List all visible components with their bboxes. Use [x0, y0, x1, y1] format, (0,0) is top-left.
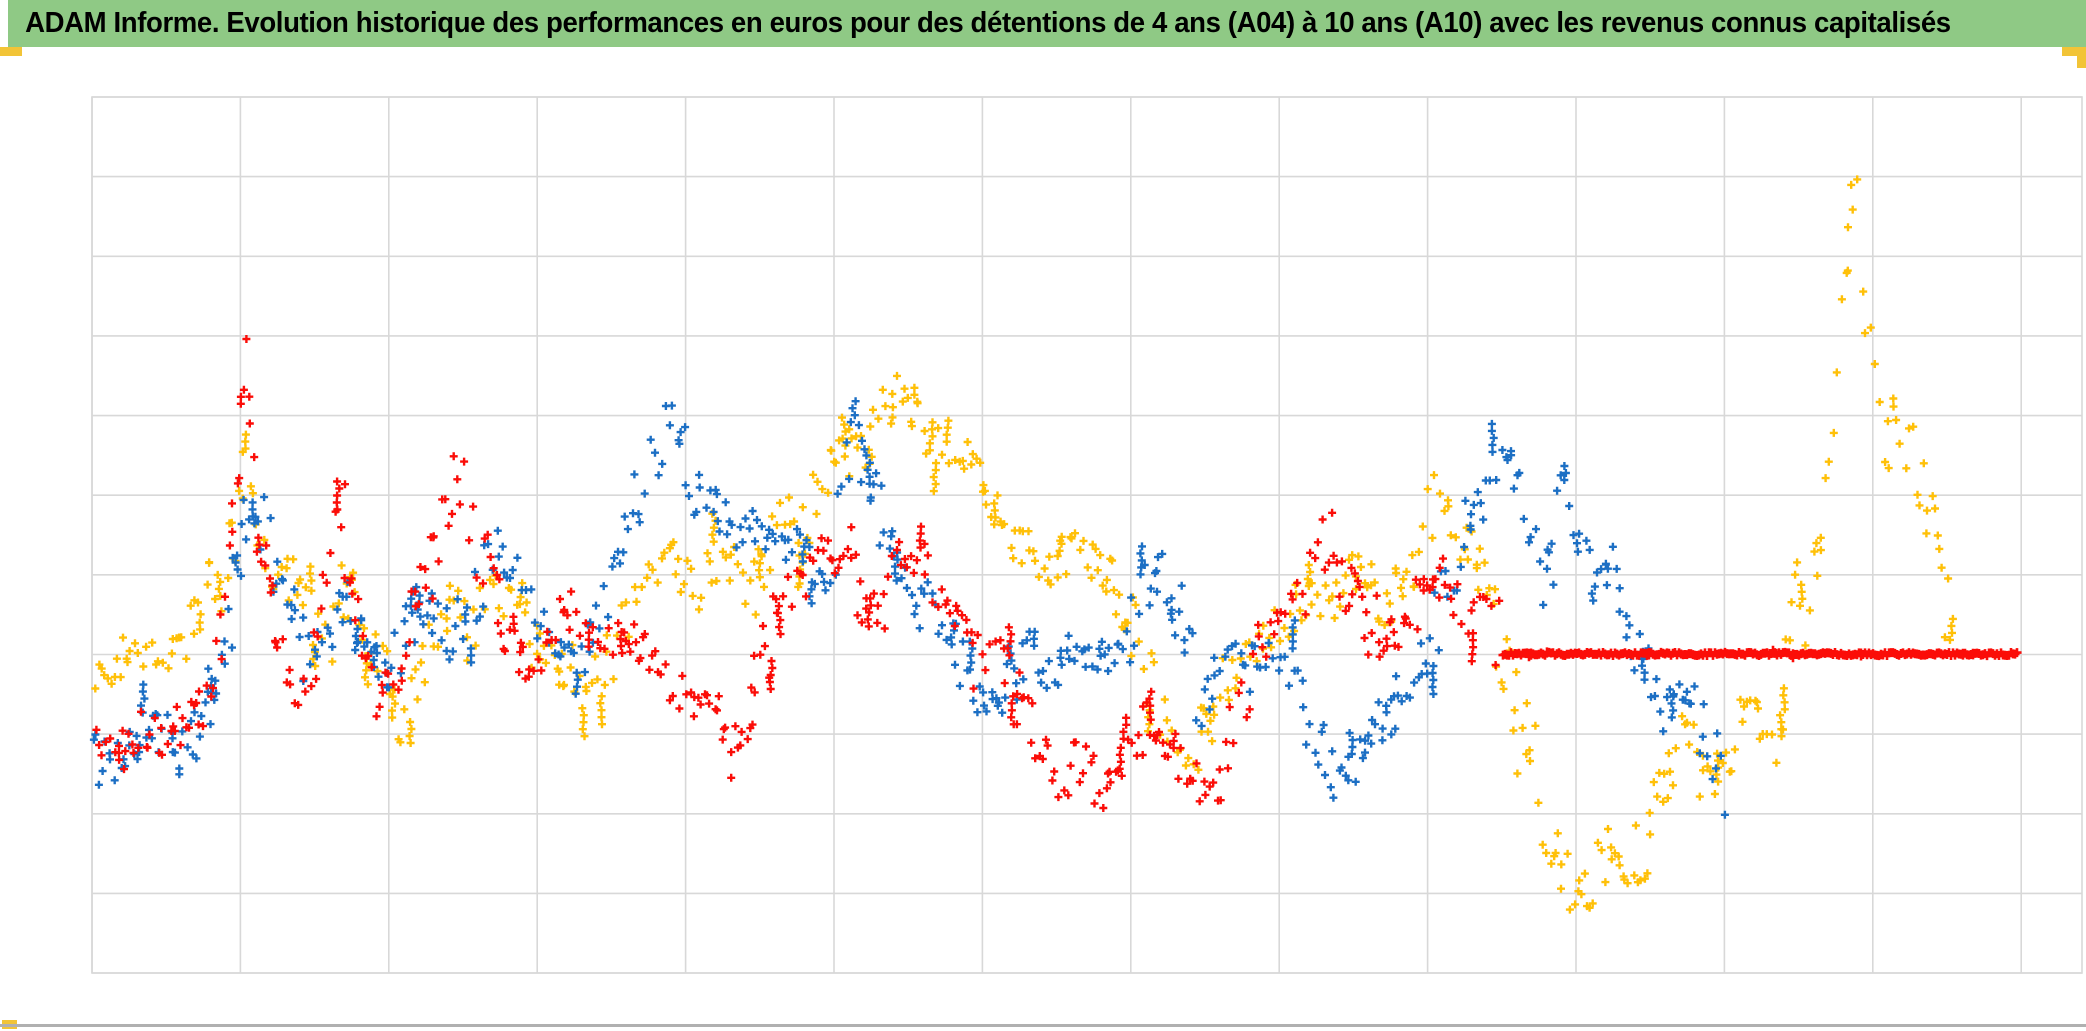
- corner-accent-top-right-vertical: [2077, 47, 2086, 68]
- title-text: ADAM Informe. Evolution historique des p…: [25, 7, 1951, 39]
- bottom-divider-rule: [0, 1024, 2086, 1027]
- corner-accent-top-left: [0, 47, 22, 56]
- corner-accent-top-right-horizontal: [2062, 47, 2086, 56]
- title-bar: ADAM Informe. Evolution historique des p…: [8, 0, 2086, 47]
- chart-area: [0, 48, 2086, 1031]
- scatter-plot-svg: [89, 96, 2083, 974]
